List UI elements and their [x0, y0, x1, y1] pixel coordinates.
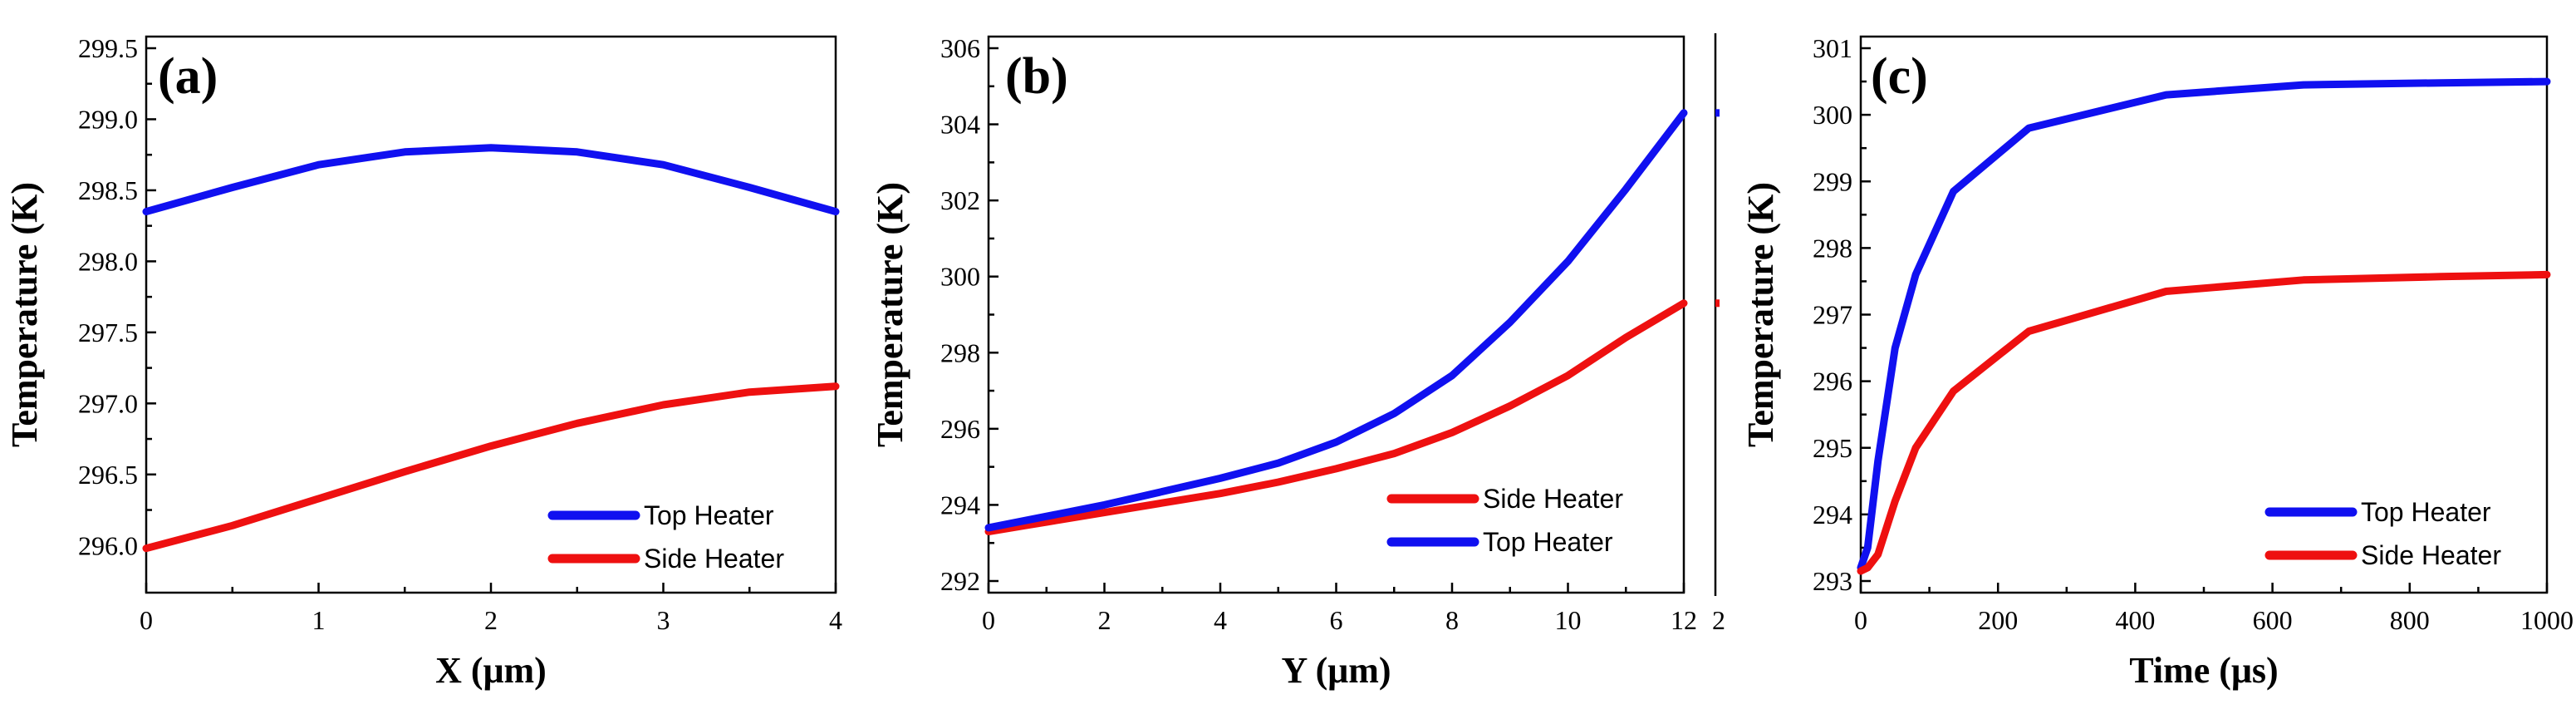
panel-label: (b): [1005, 48, 1068, 105]
y-tick-label: 299.5: [78, 33, 138, 63]
y-axis-label: Temperature (K): [870, 182, 910, 447]
y-tick-label: 300: [1813, 100, 1852, 130]
series-line-side-heater: [1857, 270, 2551, 575]
series-line-side-heater: [984, 299, 1688, 535]
x-tick-label: 600: [2253, 605, 2293, 635]
y-tick-label: 298: [1813, 233, 1852, 263]
chart-panel-3: 0 200 400 600 800 1000 293 294 295 296 297 298 299 30…: [1740, 33, 2574, 691]
y-tick-label: 302: [940, 185, 980, 215]
x-tick-label: 400: [2115, 605, 2155, 635]
x-tick-label: 1: [312, 605, 326, 635]
y-tick-label: 297: [1813, 300, 1852, 330]
y-axis-label: Temperature (K): [1740, 182, 1781, 447]
y-tick-label: 298.0: [78, 246, 138, 276]
y-tick-label: 292: [940, 566, 980, 596]
x-tick-label: 2: [1098, 605, 1111, 635]
y-tick-label: 296.5: [78, 460, 138, 490]
y-tick-label: 304: [940, 110, 980, 140]
x-tick-label: 4: [829, 605, 842, 635]
x-tick-label: 3: [657, 605, 670, 635]
legend-label: Side Heater: [1483, 484, 1623, 514]
y-tick-label: 293: [1813, 566, 1852, 596]
y-tick-label: 296: [940, 414, 980, 444]
x-tick-label: 6: [1330, 605, 1343, 635]
legend-label: Top Heater: [1483, 527, 1613, 557]
y-tick-label: 296: [1813, 367, 1852, 396]
y-tick-label: 298: [940, 337, 980, 367]
x-tick-label: 10: [1555, 605, 1582, 635]
y-tick-label: 294: [940, 490, 980, 520]
adjacent-tick-label: 2: [1712, 605, 1725, 635]
x-tick-label: 0: [982, 605, 995, 635]
panel-label: (a): [158, 48, 218, 105]
y-tick-label: 299.0: [78, 104, 138, 134]
y-tick-label: 297.5: [78, 318, 138, 347]
y-axis-label: Temperature (K): [4, 182, 45, 447]
x-tick-label: 2: [484, 605, 498, 635]
y-tick-label: 294: [1813, 500, 1852, 529]
x-axis-label: X (μm): [435, 650, 547, 691]
y-tick-label: 300: [940, 262, 980, 292]
chart-panel-1: 0 1 2 3 4 296.0 296.5 297.0 297.5 298.0 298.5 299.0…: [4, 33, 842, 691]
legend-label: Top Heater: [644, 500, 774, 530]
y-tick-label: 295: [1813, 433, 1852, 463]
legend-label: Side Heater: [2361, 540, 2501, 570]
legend-label: Side Heater: [644, 544, 784, 574]
y-tick-label: 301: [1813, 33, 1852, 63]
y-tick-label: 306: [940, 33, 980, 63]
series-line-top-heater: [142, 144, 840, 216]
x-tick-label: 1000: [2520, 605, 2574, 635]
x-tick-label: 200: [1978, 605, 2018, 635]
y-tick-label: 298.5: [78, 175, 138, 205]
x-tick-label: 0: [140, 605, 153, 635]
y-tick-label: 297.0: [78, 388, 138, 418]
x-axis-label: Y (μm): [1281, 650, 1391, 691]
x-axis-label: Time (μs): [2129, 650, 2278, 691]
series-line-side-heater: [142, 382, 840, 553]
series-line-top-heater: [984, 109, 1688, 532]
x-tick-label: 4: [1214, 605, 1227, 635]
x-tick-label: 8: [1445, 605, 1459, 635]
series-line-top-heater: [1857, 77, 2551, 572]
x-tick-label: 800: [2390, 605, 2430, 635]
x-tick-label: 12: [1671, 605, 1697, 635]
y-tick-label: 299: [1813, 166, 1852, 196]
legend-label: Top Heater: [2361, 497, 2491, 527]
x-tick-label: 0: [1854, 605, 1867, 635]
y-tick-label: 296.0: [78, 530, 138, 560]
chart-panel-2: 0 2 4 6 8 10 12 292 294 296 298 300 302 304 306 Y (μm) T…: [870, 33, 1725, 691]
panel-label: (c): [1871, 48, 1928, 105]
